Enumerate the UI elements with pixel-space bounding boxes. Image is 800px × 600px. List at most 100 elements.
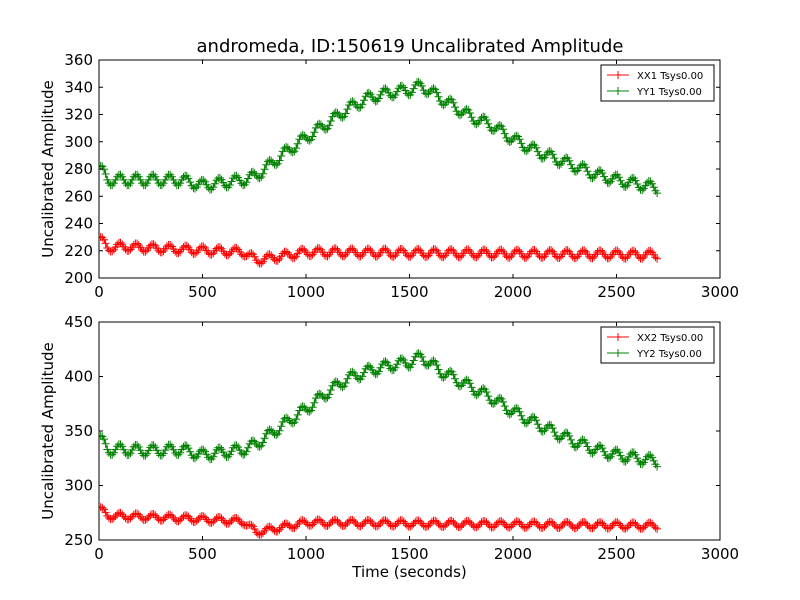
data-point bbox=[467, 383, 476, 392]
data-point bbox=[157, 248, 166, 257]
data-point bbox=[638, 186, 647, 195]
data-point bbox=[547, 517, 556, 526]
data-point bbox=[499, 518, 508, 527]
data-point bbox=[583, 442, 592, 451]
data-point bbox=[439, 373, 448, 382]
data-point bbox=[399, 517, 408, 526]
data-point bbox=[277, 152, 286, 160]
data-point bbox=[512, 131, 521, 140]
data-point bbox=[643, 452, 652, 461]
series-markers bbox=[99, 349, 662, 471]
data-point bbox=[244, 443, 252, 452]
data-point bbox=[232, 243, 241, 252]
data-point bbox=[484, 392, 493, 401]
data-point bbox=[141, 181, 150, 190]
data-point bbox=[210, 179, 219, 188]
data-point bbox=[174, 450, 183, 459]
data-point bbox=[553, 160, 562, 169]
data-point bbox=[600, 447, 609, 456]
data-point bbox=[533, 420, 542, 429]
data-point bbox=[292, 415, 301, 424]
data-point bbox=[143, 514, 151, 523]
x-tick-label: 1500 bbox=[390, 545, 428, 563]
series-xx1 bbox=[99, 232, 662, 268]
data-point bbox=[255, 174, 264, 183]
data-point bbox=[446, 94, 455, 103]
data-point bbox=[174, 181, 183, 190]
data-point bbox=[215, 173, 224, 182]
data-point bbox=[201, 513, 209, 522]
data-point bbox=[277, 422, 286, 431]
data-point bbox=[598, 444, 607, 453]
data-point bbox=[311, 394, 320, 403]
data-point bbox=[250, 252, 259, 261]
series-markers bbox=[99, 503, 662, 539]
data-point bbox=[184, 174, 193, 183]
data-point bbox=[169, 513, 178, 522]
data-point bbox=[626, 175, 635, 184]
data-point bbox=[326, 386, 335, 394]
data-point bbox=[373, 252, 382, 261]
data-point bbox=[199, 176, 208, 185]
data-point bbox=[270, 160, 279, 169]
data-point bbox=[128, 446, 137, 454]
data-point bbox=[497, 245, 506, 254]
data-point bbox=[278, 249, 287, 258]
data-point bbox=[260, 434, 269, 443]
data-point bbox=[580, 246, 589, 255]
data-point bbox=[557, 522, 565, 531]
data-point bbox=[159, 179, 168, 188]
data-point bbox=[391, 91, 400, 99]
data-point bbox=[101, 239, 110, 248]
data-point bbox=[374, 521, 383, 530]
data-point bbox=[398, 245, 406, 253]
data-point bbox=[598, 519, 607, 528]
data-point bbox=[465, 518, 474, 527]
y-tick-label: 300 bbox=[64, 477, 93, 495]
data-point bbox=[136, 446, 145, 455]
data-point bbox=[547, 246, 556, 255]
data-point bbox=[169, 175, 178, 184]
data-point bbox=[588, 449, 597, 458]
data-point bbox=[653, 189, 662, 198]
data-point bbox=[532, 143, 541, 152]
data-point bbox=[307, 252, 315, 260]
data-point bbox=[136, 175, 145, 184]
data-point bbox=[109, 179, 118, 188]
data-point bbox=[398, 81, 406, 90]
data-point bbox=[348, 97, 357, 106]
data-point bbox=[451, 103, 459, 112]
data-point bbox=[472, 253, 481, 262]
data-point bbox=[417, 519, 426, 528]
data-point bbox=[99, 431, 105, 440]
data-point bbox=[406, 252, 415, 261]
data-point bbox=[651, 523, 660, 532]
x-tick-label: 1000 bbox=[287, 545, 325, 563]
data-point bbox=[408, 521, 416, 530]
x-tick-label: 3000 bbox=[701, 545, 739, 563]
data-point bbox=[417, 81, 426, 90]
data-point bbox=[580, 518, 589, 526]
data-point bbox=[283, 248, 292, 257]
data-point bbox=[610, 172, 618, 180]
data-point bbox=[157, 181, 166, 190]
data-point bbox=[303, 407, 312, 416]
data-point bbox=[643, 178, 652, 187]
data-point bbox=[118, 442, 127, 451]
data-point bbox=[593, 167, 602, 176]
data-point bbox=[308, 520, 317, 529]
data-point bbox=[449, 518, 458, 526]
x-tick-label: 0 bbox=[94, 545, 104, 563]
data-point bbox=[252, 256, 261, 265]
data-point bbox=[346, 368, 355, 377]
data-point bbox=[244, 174, 252, 183]
data-point bbox=[283, 520, 292, 529]
data-point bbox=[398, 354, 406, 363]
data-point bbox=[273, 429, 282, 438]
data-point bbox=[220, 451, 229, 460]
data-point bbox=[434, 92, 443, 101]
data-point bbox=[143, 449, 151, 458]
data-point bbox=[191, 184, 199, 193]
data-point bbox=[308, 403, 317, 412]
data-point bbox=[366, 517, 375, 526]
